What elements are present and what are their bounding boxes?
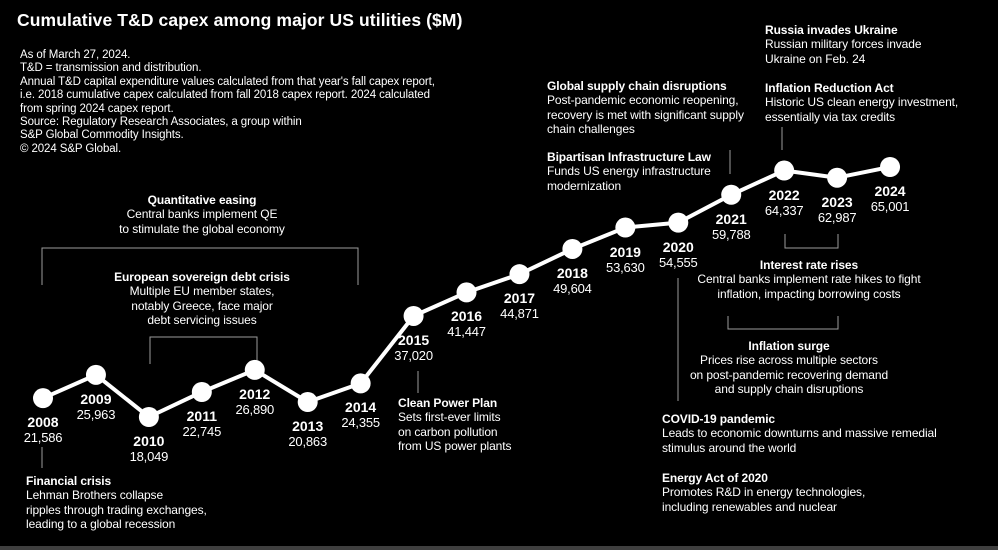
annotation-title: Global supply chain disruptions [547,79,727,93]
data-point-dot-2011 [191,381,212,402]
annotation-bipartisan-infrastructure-law: Bipartisan Infrastructure Law Funds US en… [547,150,711,193]
source-note-line: Source: Regulatory Research Associates, … [20,116,302,129]
annotation-line: Prices rise across multiple sectors [700,353,878,368]
annotation-line: Post-pandemic economic reopening, [547,93,739,108]
data-point-dot-2008 [33,388,53,409]
page-title: Cumulative T&D capex among major US util… [17,10,463,30]
annotation-line: inflation, impacting borrowing costs [717,286,901,301]
data-point-dot-2019 [615,217,636,238]
annotation-line: and supply chain disruptions [714,381,864,396]
annotation-title: Interest rate rises [759,258,859,272]
annotation-line: Historic US clean energy investment, [765,95,959,110]
annotation-title: Inflation surge [748,339,830,353]
annotation-line: notably Greece, face major [131,298,273,313]
annotation-title: Inflation Reduction Act [765,81,894,95]
data-point-dot-2017 [509,264,530,285]
annotation-line: recovery is met with significant supply [547,107,744,122]
data-point-dot-2012 [244,359,265,380]
annotation-line: Funds US energy infrastructure [547,164,711,179]
data-point-dot-2021 [721,184,742,205]
annotation-european-sovereign-debt-crisis: European sovereign debt crisis Multiple E… [114,270,290,327]
source-note-line: As of March 27, 2024. [20,49,131,61]
data-point-dot-2014 [350,373,371,394]
annotation-line: Lehman Brothers collapse [26,488,164,503]
annotation-line: from US power plants [398,438,512,453]
annotation-line: essentially via tax credits [765,109,896,124]
annotation-inflation-reduction-act: Inflation Reduction Act Historic US clean… [765,81,958,124]
data-point-dot-2024 [880,157,901,177]
european-debt-crisis-bracket [149,336,258,364]
inflation-surge-bracket [727,316,839,330]
annotation-russia-invades-ukraine: Russia invades Ukraine Russian military f… [765,23,922,66]
annotation-global-supply-chain-disruptions: Global supply chain disruptions Post-pand… [547,79,744,136]
annotation-interest-rate-rises: Interest rate rises Central banks impleme… [697,258,920,301]
interest-rate-rises-bracket [784,234,839,249]
data-point-dot-2023 [827,167,848,188]
annotation-covid-19-pandemic: COVID-19 pandemic Leads to economic downt… [662,412,937,455]
footer-bar [0,546,998,550]
annotation-line: leading to a global recession [26,516,176,531]
quantitative-easing-bracket [41,247,359,285]
annotation-title: COVID-19 pandemic [662,412,775,426]
source-note-line: © 2024 S&P Global. [20,142,122,155]
annotation-line: on carbon pollution [398,424,498,439]
annotation-title: Quantitative easing [147,193,257,207]
annotation-inflation-surge: Inflation surge Prices rise across multip… [690,339,888,396]
annotation-line: Central banks implement rate hikes to fi… [697,272,921,287]
annotation-line: chain challenges [547,121,635,136]
source-note-line: T&D = transmission and distribution. [20,62,202,75]
annotation-title: Energy Act of 2020 [662,471,768,485]
annotation-line: stimulus around the world [662,440,797,455]
annotation-title: Clean Power Plan [398,396,498,410]
annotation-line: Leads to economic downturns and massive … [662,426,937,441]
annotation-line: Sets first-ever limits [398,410,501,425]
data-point-dot-2010 [138,407,159,427]
data-point-dot-2022 [774,160,795,181]
annotation-title: Russia invades Ukraine [765,23,898,37]
annotation-line: modernization [547,178,622,193]
source-note-line: i.e. 2018 cumulative capex calculated fr… [20,89,430,102]
annotation-title: Bipartisan Infrastructure Law [547,150,711,164]
annotation-line: ripples through trading exchanges, [26,502,207,517]
annotation-line: on post-pandemic recovering demand [689,367,889,382]
annotation-title: Financial crisis [26,474,112,488]
annotation-line: to stimulate the global economy [119,221,285,236]
data-point-dot-2018 [562,238,583,259]
data-point-dot-2009 [85,364,106,385]
annotation-quantitative-easing: Quantitative easing Central banks impleme… [119,193,285,236]
source-note-line: Annual T&D capital expenditure values ca… [20,75,435,88]
source-note-line: from spring 2024 capex report. [20,102,174,115]
annotation-line: including renewables and nuclear [662,499,837,514]
data-point-dot-2020 [668,212,689,233]
annotation-line: Promotes R&D in energy technologies, [662,485,866,500]
data-point-dot-2015 [403,305,424,326]
data-point-dot-2013 [297,392,318,413]
annotation-financial-crisis: Financial crisis Lehman Brothers collapse… [26,474,207,531]
annotation-line: Ukraine on Feb. 24 [765,51,866,66]
annotation-title: European sovereign debt crisis [114,270,290,284]
annotation-clean-power-plan: Clean Power Plan Sets first-ever limits on… [398,396,511,453]
annotation-line: debt servicing issues [147,312,257,327]
annotation-line: Multiple EU member states, [129,284,275,299]
annotation-energy-act-of-2020: Energy Act of 2020 Promotes R&D in energy… [662,471,865,514]
source-note-line: S&P Global Commodity Insights. [20,129,184,142]
annotation-line: Central banks implement QE [126,207,278,222]
source-notes: As of March 27, 2024. T&D = transmission … [20,49,435,156]
data-point-dot-2016 [456,282,477,303]
annotation-line: Russian military forces invade [765,37,922,52]
